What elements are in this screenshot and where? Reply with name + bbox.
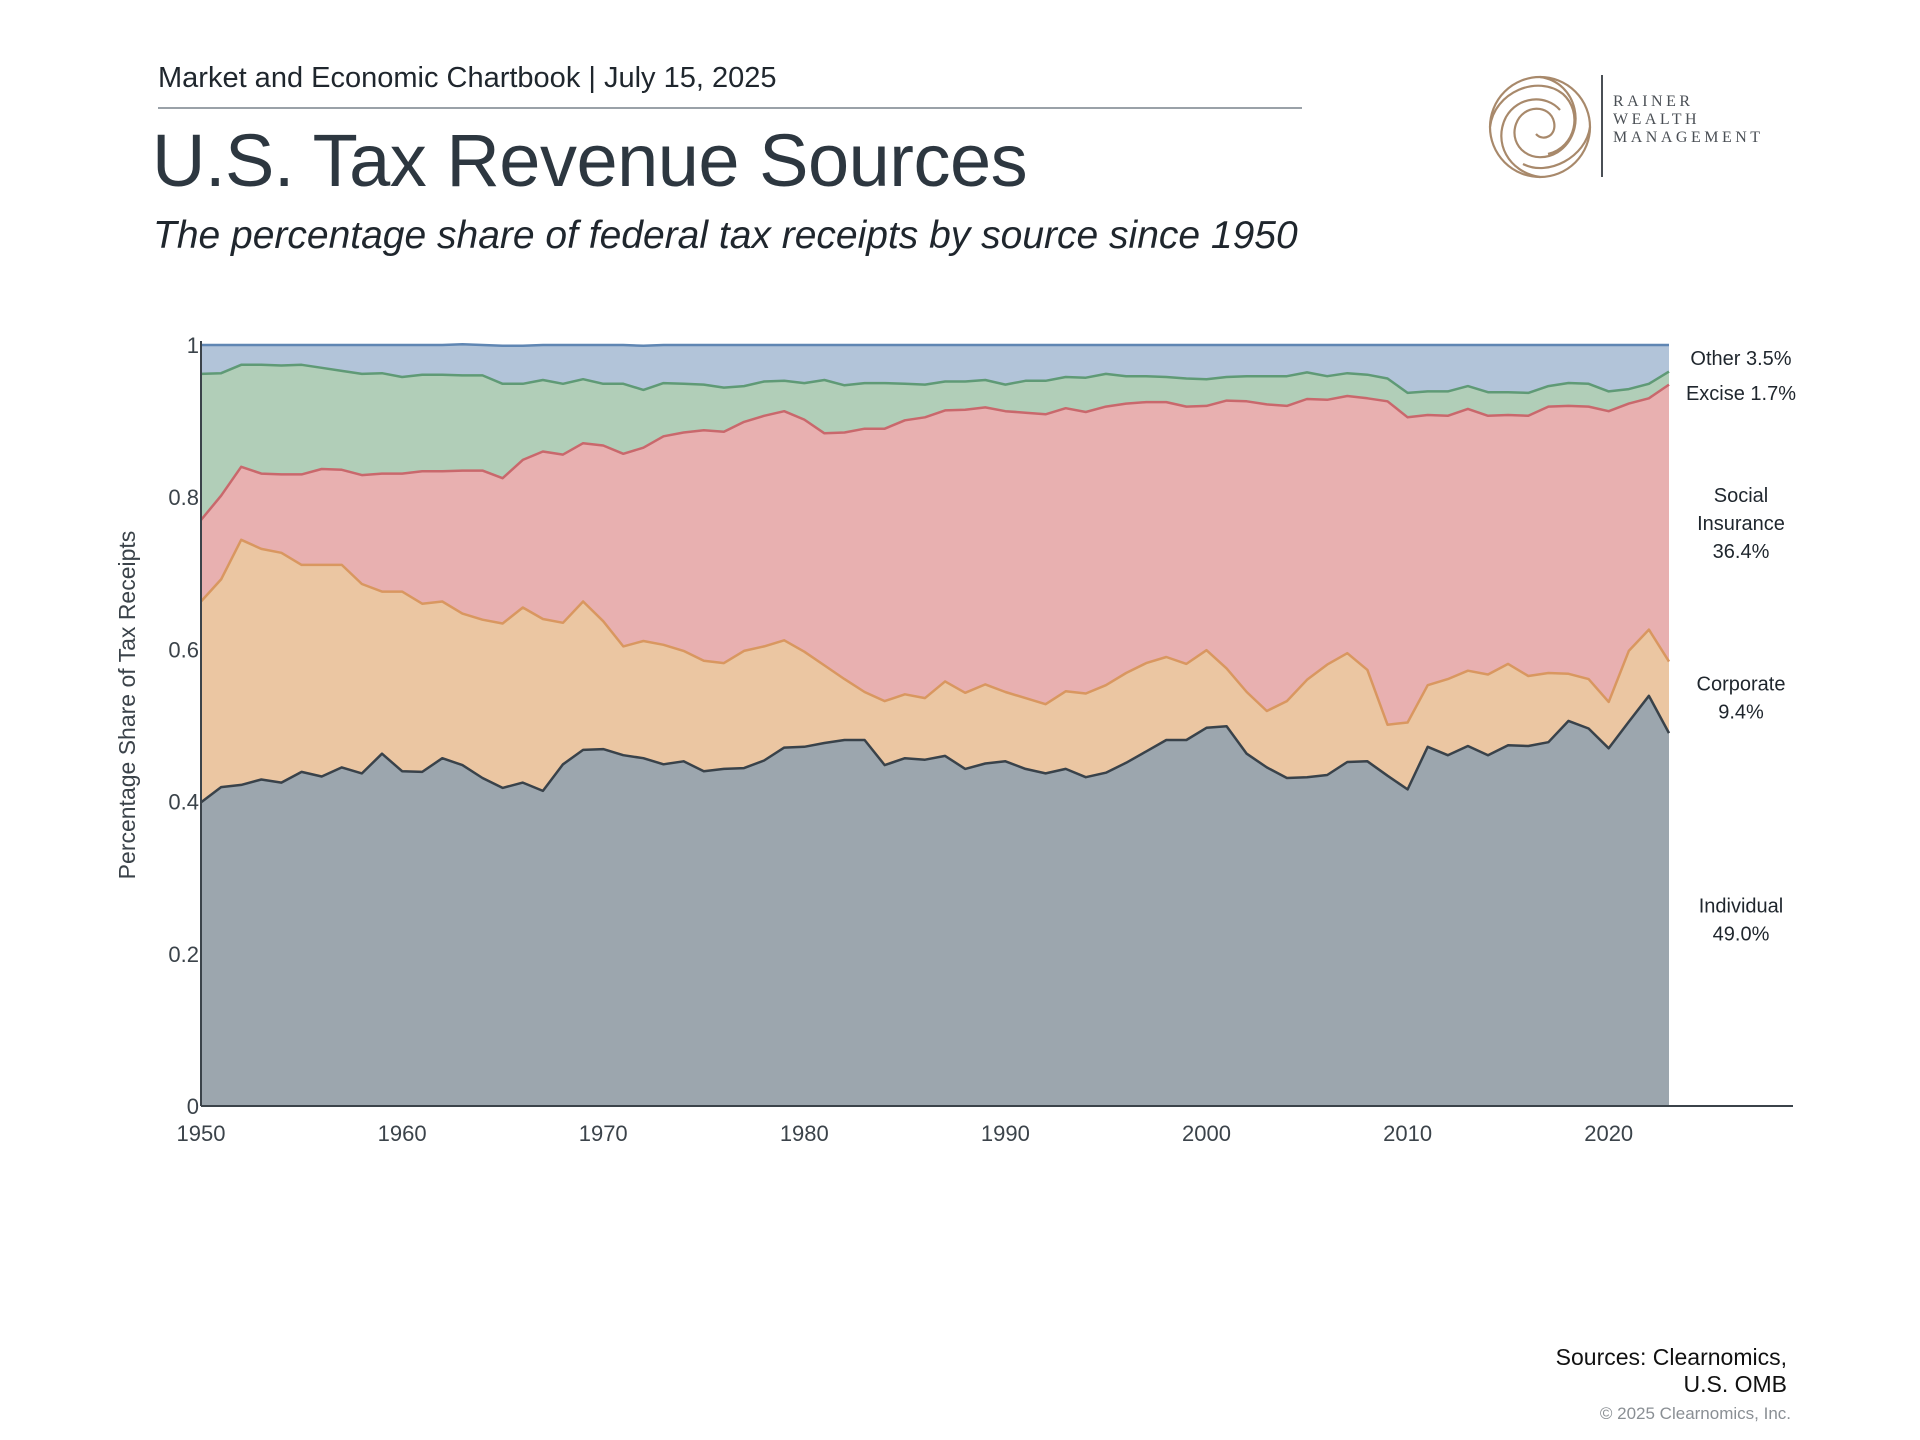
logo-line-2: WEALTH — [1613, 111, 1701, 128]
header-rule — [158, 107, 1302, 109]
x-tick-label: 1990 — [981, 1121, 1030, 1146]
x-tick-label: 1960 — [378, 1121, 427, 1146]
sources-line-1: Sources: Clearnomics, — [1555, 1344, 1787, 1370]
end-label-other: Other 3.5% — [1690, 348, 1791, 370]
line-corporate — [200, 538, 1671, 726]
end-label-corporate: Corporate — [1697, 673, 1786, 695]
spiral-logo-icon — [1488, 75, 1592, 179]
x-tick-label: 1970 — [579, 1121, 628, 1146]
y-tick-label: 0.6 — [168, 637, 199, 662]
area-individual — [201, 695, 1669, 1106]
sources-note: Sources: Clearnomics, U.S. OMB — [1556, 1344, 1787, 1398]
x-tick-label: 2000 — [1182, 1121, 1231, 1146]
copyright-note: © 2025 Clearnomics, Inc. — [1599, 1404, 1791, 1423]
chart-subtitle: The percentage share of federal tax rece… — [153, 214, 1298, 257]
y-tick-label: 0.8 — [168, 485, 199, 510]
tick-labels: 0 0.2 0.4 0.6 0.8 1 1950 1960 1970 1980 1990 2000 20… — [168, 333, 1633, 1146]
end-label-individual: 49.0% — [1713, 924, 1770, 946]
area-layers — [201, 344, 1669, 1106]
sources-line-2: U.S. OMB — [1683, 1371, 1787, 1397]
area-other — [201, 344, 1669, 393]
area-excise — [201, 364, 1669, 520]
series-lines — [200, 342, 1671, 804]
end-label-corporate: 9.4% — [1718, 701, 1764, 723]
chart-header-kicker: Market and Economic Chartbook | July 15,… — [158, 62, 777, 94]
x-tick-label: 2010 — [1383, 1121, 1432, 1146]
chart-title: U.S. Tax Revenue Sources — [152, 119, 1028, 202]
y-tick-label: 0 — [187, 1094, 199, 1119]
y-tick-label: 1 — [187, 333, 199, 358]
area-social-insurance — [201, 384, 1669, 725]
line-social-insurance — [200, 383, 1670, 521]
logo-line-1: RAINER — [1613, 93, 1694, 110]
logo-wordmark: RAINER WEALTH MANAGEMENT — [1613, 93, 1764, 147]
y-axis-label: Percentage Share of Tax Receipts — [114, 531, 140, 880]
x-tick-label: 2020 — [1584, 1121, 1633, 1146]
end-label-social-insurance: 36.4% — [1713, 541, 1770, 563]
area-corporate — [201, 539, 1669, 803]
end-label-excise: Excise 1.7% — [1686, 383, 1796, 405]
line-excise — [200, 363, 1670, 395]
end-label-social-insurance: Insurance — [1697, 513, 1785, 535]
y-tick-label: 0.2 — [168, 942, 199, 967]
end-label-individual: Individual — [1699, 896, 1784, 918]
axes — [200, 341, 1793, 1107]
x-tick-label: 1950 — [177, 1121, 226, 1146]
end-labels: Other 3.5% Excise 1.7% Social Insurance 36.4… — [1686, 348, 1796, 946]
logo-divider — [1601, 75, 1603, 177]
x-tick-label: 1980 — [780, 1121, 829, 1146]
end-label-social-insurance: Social — [1714, 485, 1768, 507]
line-individual — [200, 694, 1671, 804]
line-other — [201, 342, 1669, 348]
y-tick-label: 0.4 — [168, 790, 199, 815]
logo-line-3: MANAGEMENT — [1613, 129, 1764, 146]
